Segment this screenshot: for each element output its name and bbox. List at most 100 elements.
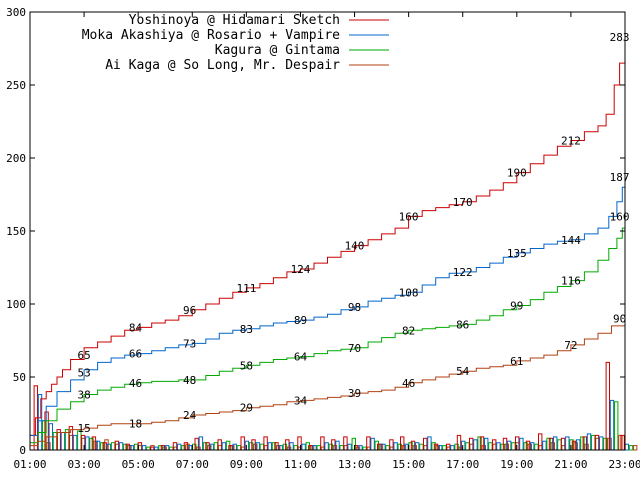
bar-4-52 [633,445,638,451]
data-label-4-7: 46 [402,377,415,390]
bar-2-43 [519,437,524,451]
data-label-3-3: 48 [183,374,196,387]
bar-3-25 [316,445,321,451]
bar-3-40 [488,442,493,451]
bar-2-52 [624,443,629,451]
data-label-2-8: 122 [453,266,473,279]
data-label-3-10: 116 [561,275,581,288]
bar-3-23 [293,445,298,451]
data-label-1-10: 212 [561,135,581,148]
bar-2-39 [473,439,478,451]
bar-2-28 [347,443,352,451]
bar-2-47 [565,436,570,451]
data-label-2-3: 73 [183,337,196,350]
bar-3-44 [534,443,539,451]
x-tick-label-12: 23:00 [608,458,640,471]
data-label-4-9: 61 [510,355,523,368]
x-tick-label-4: 07:00 [176,458,209,471]
bar-2-37 [450,445,455,451]
bar-3-31 [385,445,390,451]
labels-layer: 65 84 96 111 124 140 160 170 190 212 283 53 66 73 83 89… [77,31,629,435]
x-tick-label-2: 03:00 [68,458,101,471]
data-label-2-2: 66 [129,348,142,361]
data-label-2-9: 135 [507,247,527,260]
bar-3-49 [591,434,596,451]
series-line-3 [30,216,626,444]
data-label-4-8: 54 [456,365,470,378]
data-label-4-10: 72 [564,339,577,352]
data-label-2-4: 83 [240,323,253,336]
data-label-2-5: 89 [294,314,307,327]
x-tick-label-9: 17:00 [446,458,479,471]
bar-2-4 [72,434,78,451]
bar-2-3 [60,432,66,451]
y-tick-label-5: 200 [6,152,26,165]
legend-label-1: Yoshinoya @ Hidamari Sketch [129,13,340,28]
bar-2-13 [177,443,182,451]
bar-3-46 [557,439,562,451]
bar-3-38 [465,442,470,451]
data-label-1-1: 65 [77,349,90,362]
bar-4-51 [618,434,623,451]
bar-3-36 [442,445,447,451]
bar-2-30 [370,437,375,451]
bar-2-24 [301,443,306,451]
data-label-1-2: 84 [129,321,143,334]
bar-3-9 [133,443,139,451]
bar-3-2 [52,432,58,451]
y-tick-label-2: 50 [13,371,26,384]
data-label-1-3: 96 [183,304,196,317]
legend-label-3: Kagura @ Gintama [215,43,340,58]
bar-2-41 [496,442,501,451]
bar-3-16 [213,442,219,451]
bar-2-21 [267,442,273,451]
data-label-4-3: 24 [183,409,197,422]
y-tick-label-6: 250 [6,79,26,92]
legend-label-4: Ai Kaga @ So Long, Mr. Despair [105,58,340,73]
data-label-2-6: 98 [348,301,361,314]
x-tick-label-3: 05:00 [122,458,155,471]
x-tick-label-1: 01:00 [13,458,46,471]
data-label-4-2: 18 [129,418,142,431]
data-label-3-1: 38 [77,389,90,402]
data-label-1-7: 160 [399,210,419,223]
data-label-1-6: 140 [345,240,365,253]
data-label-2-7: 108 [399,286,419,299]
data-label-3-5: 64 [294,351,308,364]
x-tick-label-11: 21:00 [554,458,587,471]
bar-3-42 [511,442,516,451]
data-label-4-5: 34 [294,394,308,407]
data-label-3-6: 70 [348,342,361,355]
data-label-3-4: 58 [240,359,253,372]
bar-2-35 [427,436,432,451]
bar-2-8 [118,442,124,451]
x-tick-label-10: 19:00 [500,458,533,471]
bar-3-51 [614,401,619,451]
data-label-1-5: 124 [291,263,311,276]
bar-2-50 [599,436,604,451]
axes-layer: 0 50 100 150 200 250 300 01:00 03:00 05:00 07:00 09… [6,6,640,471]
x-tick-label-8: 15:00 [392,458,425,471]
data-label-4-6: 39 [348,387,361,400]
data-label-1-11: 283 [610,31,630,44]
data-label-2-10: 144 [561,234,581,247]
legend-label-2: Moka Akashiya @ Rosario + Vampire [82,28,340,43]
bar-2-32 [393,442,398,451]
plot-frame [29,11,626,451]
bar-3-18 [236,445,242,451]
data-label-4-11: 90 [613,313,626,326]
x-tick-label-5: 09:00 [230,458,263,471]
data-label-3-7: 82 [402,324,415,337]
bar-2-10 [141,445,147,451]
bar-2-26 [324,442,329,451]
x-tick-label-6: 11:00 [284,458,317,471]
bar-1-51 [605,361,610,451]
bar-2-19 [244,440,250,451]
bar-2-17 [221,442,227,451]
data-label-1-9: 190 [507,167,527,180]
series-line-1 [30,36,626,436]
x-tick-label-7: 13:00 [338,458,371,471]
bar-2-45 [542,440,547,451]
